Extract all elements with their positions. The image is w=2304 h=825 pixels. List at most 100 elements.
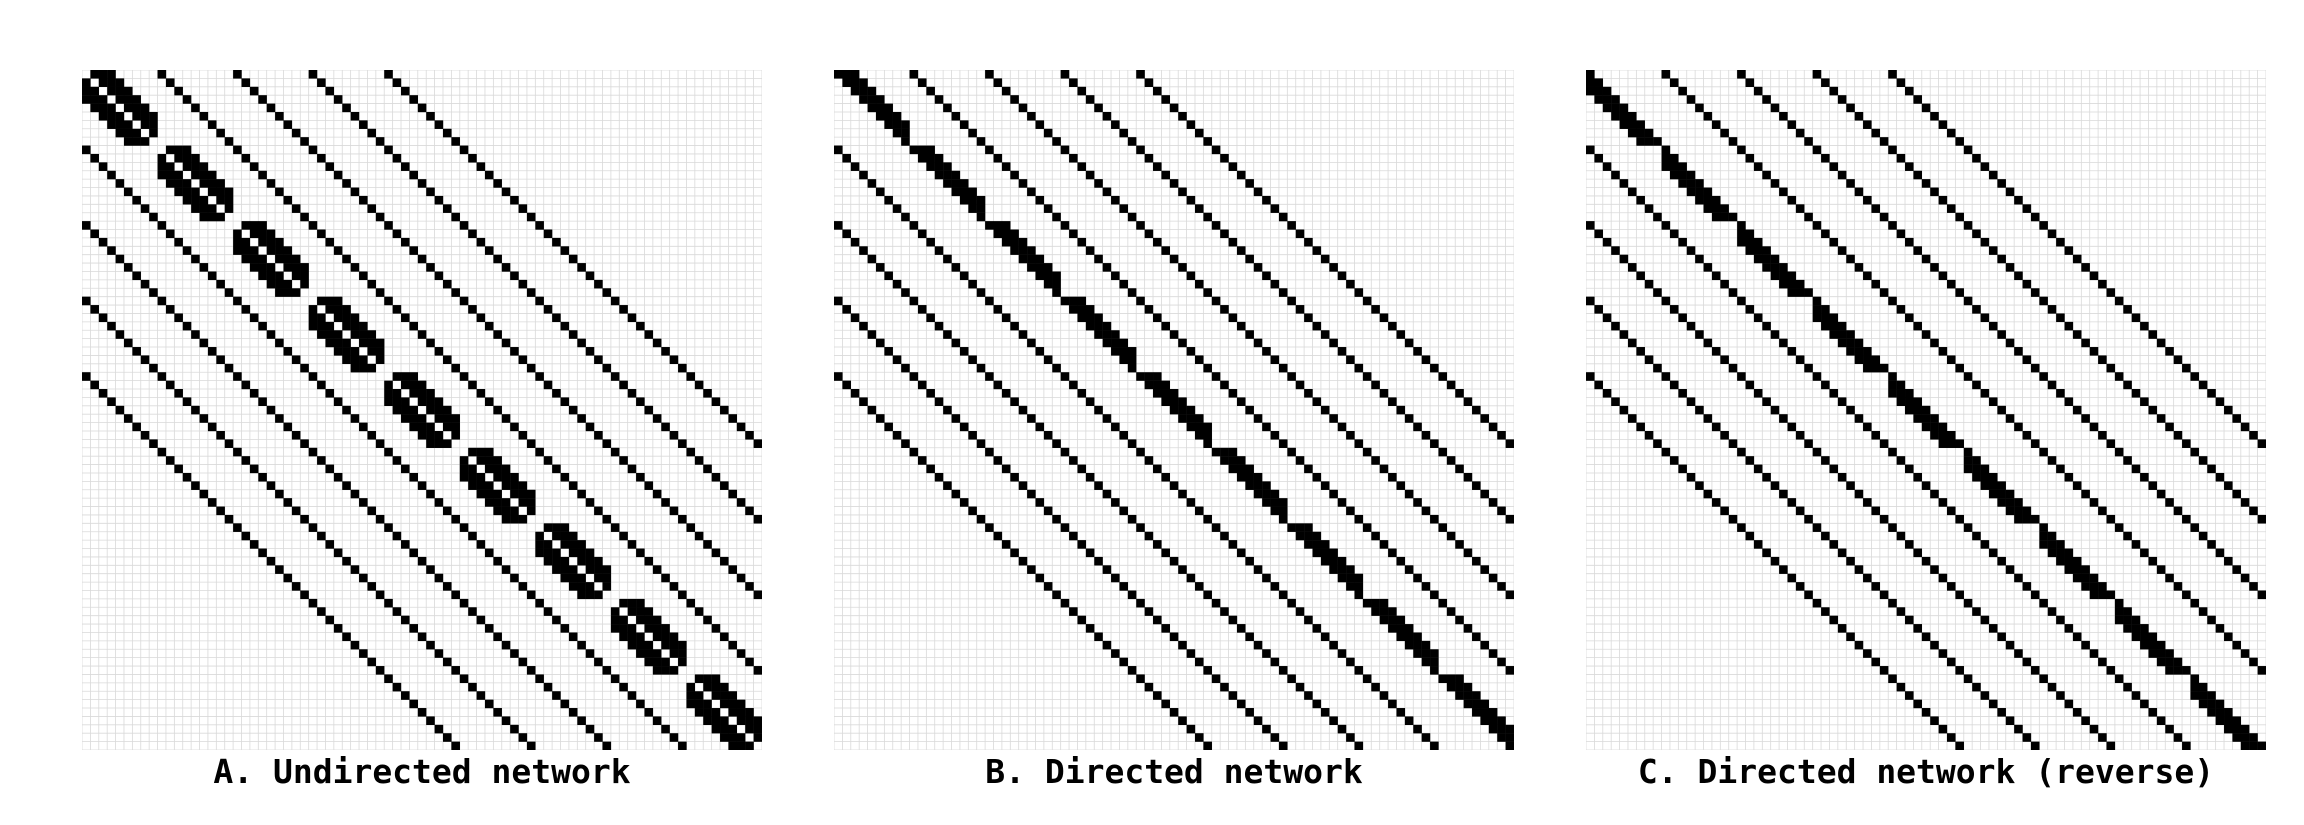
matrix-cell-filled (1203, 422, 1212, 432)
matrix-cell-filled (1027, 489, 1036, 499)
matrix-cell-filled (1812, 296, 1822, 306)
matrix-cell-filled (2232, 489, 2242, 499)
matrix-cell-filled (2165, 649, 2174, 658)
matrix-cell-filled (1270, 204, 1280, 213)
matrix-cell-filled (1795, 506, 1805, 516)
matrix-cell-filled (1220, 531, 1229, 541)
matrix-cell-filled (661, 657, 670, 667)
matrix-cell-filled (661, 666, 670, 675)
matrix-cell-filled (1837, 397, 1847, 407)
matrix-cell-filled (1997, 498, 2006, 507)
matrix-cell-filled (1060, 598, 1070, 608)
matrix-cell-filled (1913, 548, 1923, 558)
matrix-cell-filled (317, 531, 326, 541)
matrix-cell-filled (1946, 439, 1956, 448)
matrix-cell-filled (1169, 481, 1179, 490)
matrix-cell-filled (476, 472, 486, 482)
matrix-cell-filled (1896, 229, 1906, 239)
matrix-cell-filled (1127, 212, 1137, 222)
matrix-cell-filled (409, 95, 419, 104)
matrix-cell-filled (1111, 330, 1120, 339)
matrix-cell-filled (191, 153, 200, 163)
matrix-cell-filled (543, 380, 553, 390)
matrix-cell-filled (1337, 347, 1347, 356)
matrix-cell-filled (1362, 674, 1372, 684)
matrix-cell-filled (476, 456, 486, 465)
matrix-cell-filled (115, 254, 125, 264)
matrix-cell-filled (711, 708, 721, 717)
matrix-cell-filled (884, 103, 893, 113)
matrix-cell-filled (501, 263, 511, 272)
matrix-cell-filled (1669, 305, 1679, 314)
matrix-cell-filled (1905, 464, 1914, 474)
matrix-cell-filled (258, 321, 267, 331)
matrix-cell-filled (1505, 724, 1514, 734)
matrix-cell-filled (1455, 674, 1464, 684)
matrix-cell-filled (1804, 514, 1813, 524)
matrix-cell-filled (207, 422, 217, 432)
matrix-cell-filled (367, 330, 377, 339)
matrix-cell-filled (518, 430, 528, 440)
matrix-cell-filled (1085, 313, 1095, 323)
matrix-cell-filled (669, 632, 679, 642)
matrix-cell-filled (1010, 321, 1019, 331)
matrix-cell-filled (644, 640, 654, 650)
matrix-cell-filled (1413, 632, 1422, 642)
matrix-cell-filled (1304, 531, 1313, 541)
matrix-cell-filled (98, 95, 108, 104)
matrix-cell-filled (401, 237, 410, 247)
matrix-cell-filled (1804, 288, 1813, 297)
matrix-cell-filled (644, 615, 654, 625)
matrix-cell-filled (283, 254, 293, 264)
matrix-cell-filled (1421, 506, 1431, 516)
matrix-cell-filled (1077, 305, 1087, 314)
matrix-cell-filled (1711, 271, 1721, 281)
matrix-cell-filled (442, 279, 452, 289)
matrix-cell-filled (1027, 254, 1036, 264)
matrix-cell-filled (1946, 733, 1956, 742)
matrix-cell-filled (107, 78, 116, 87)
matrix-cell-filled (686, 372, 696, 381)
matrix-cell-filled (493, 405, 502, 415)
matrix-cell-filled (875, 414, 885, 423)
matrix-cell-filled (459, 145, 469, 155)
matrix-cell-filled (859, 78, 868, 87)
matrix-cell-filled (90, 103, 99, 113)
matrix-cell-filled (535, 598, 544, 608)
matrix-cell-filled (468, 472, 477, 482)
matrix-cell-filled (627, 607, 637, 616)
matrix-cell-filled (1480, 716, 1490, 726)
matrix-cell-filled (1611, 321, 1620, 331)
matrix-cell-filled (1636, 271, 1645, 281)
matrix-cell-filled (1988, 624, 1998, 633)
matrix-cell-filled (552, 523, 561, 532)
matrix-cell-filled (1304, 464, 1313, 474)
matrix-cell-filled (1127, 288, 1137, 297)
matrix-cell-filled (669, 355, 679, 365)
matrix-cell-filled (2240, 741, 2250, 750)
matrix-cell-filled (275, 489, 284, 499)
matrix-cell-filled (943, 405, 952, 415)
matrix-cell-filled (535, 531, 544, 541)
matrix-cell-filled (493, 708, 502, 717)
matrix-cell-filled (1472, 708, 1481, 717)
matrix-cell-filled (300, 514, 309, 524)
matrix-cell-filled (484, 498, 494, 507)
matrix-cell-filled (552, 548, 561, 558)
matrix-cell-filled (2182, 363, 2191, 373)
matrix-cell-filled (2224, 724, 2233, 734)
matrix-cell-filled (943, 254, 952, 264)
matrix-cell-filled (1388, 472, 1397, 482)
matrix-cell-filled (375, 212, 385, 222)
matrix-cell-filled (602, 514, 612, 524)
matrix-cell-filled (1846, 405, 1855, 415)
matrix-cell-filled (484, 464, 494, 474)
matrix-cell-filled (2005, 187, 2015, 197)
matrix-cell-filled (1144, 607, 1154, 616)
matrix-cell-filled (384, 70, 393, 79)
matrix-cell-filled (2140, 640, 2149, 650)
matrix-cell-filled (468, 531, 477, 541)
matrix-cell-filled (442, 204, 452, 213)
matrix-cell-filled (1094, 481, 1103, 490)
matrix-cell-filled (909, 447, 919, 457)
